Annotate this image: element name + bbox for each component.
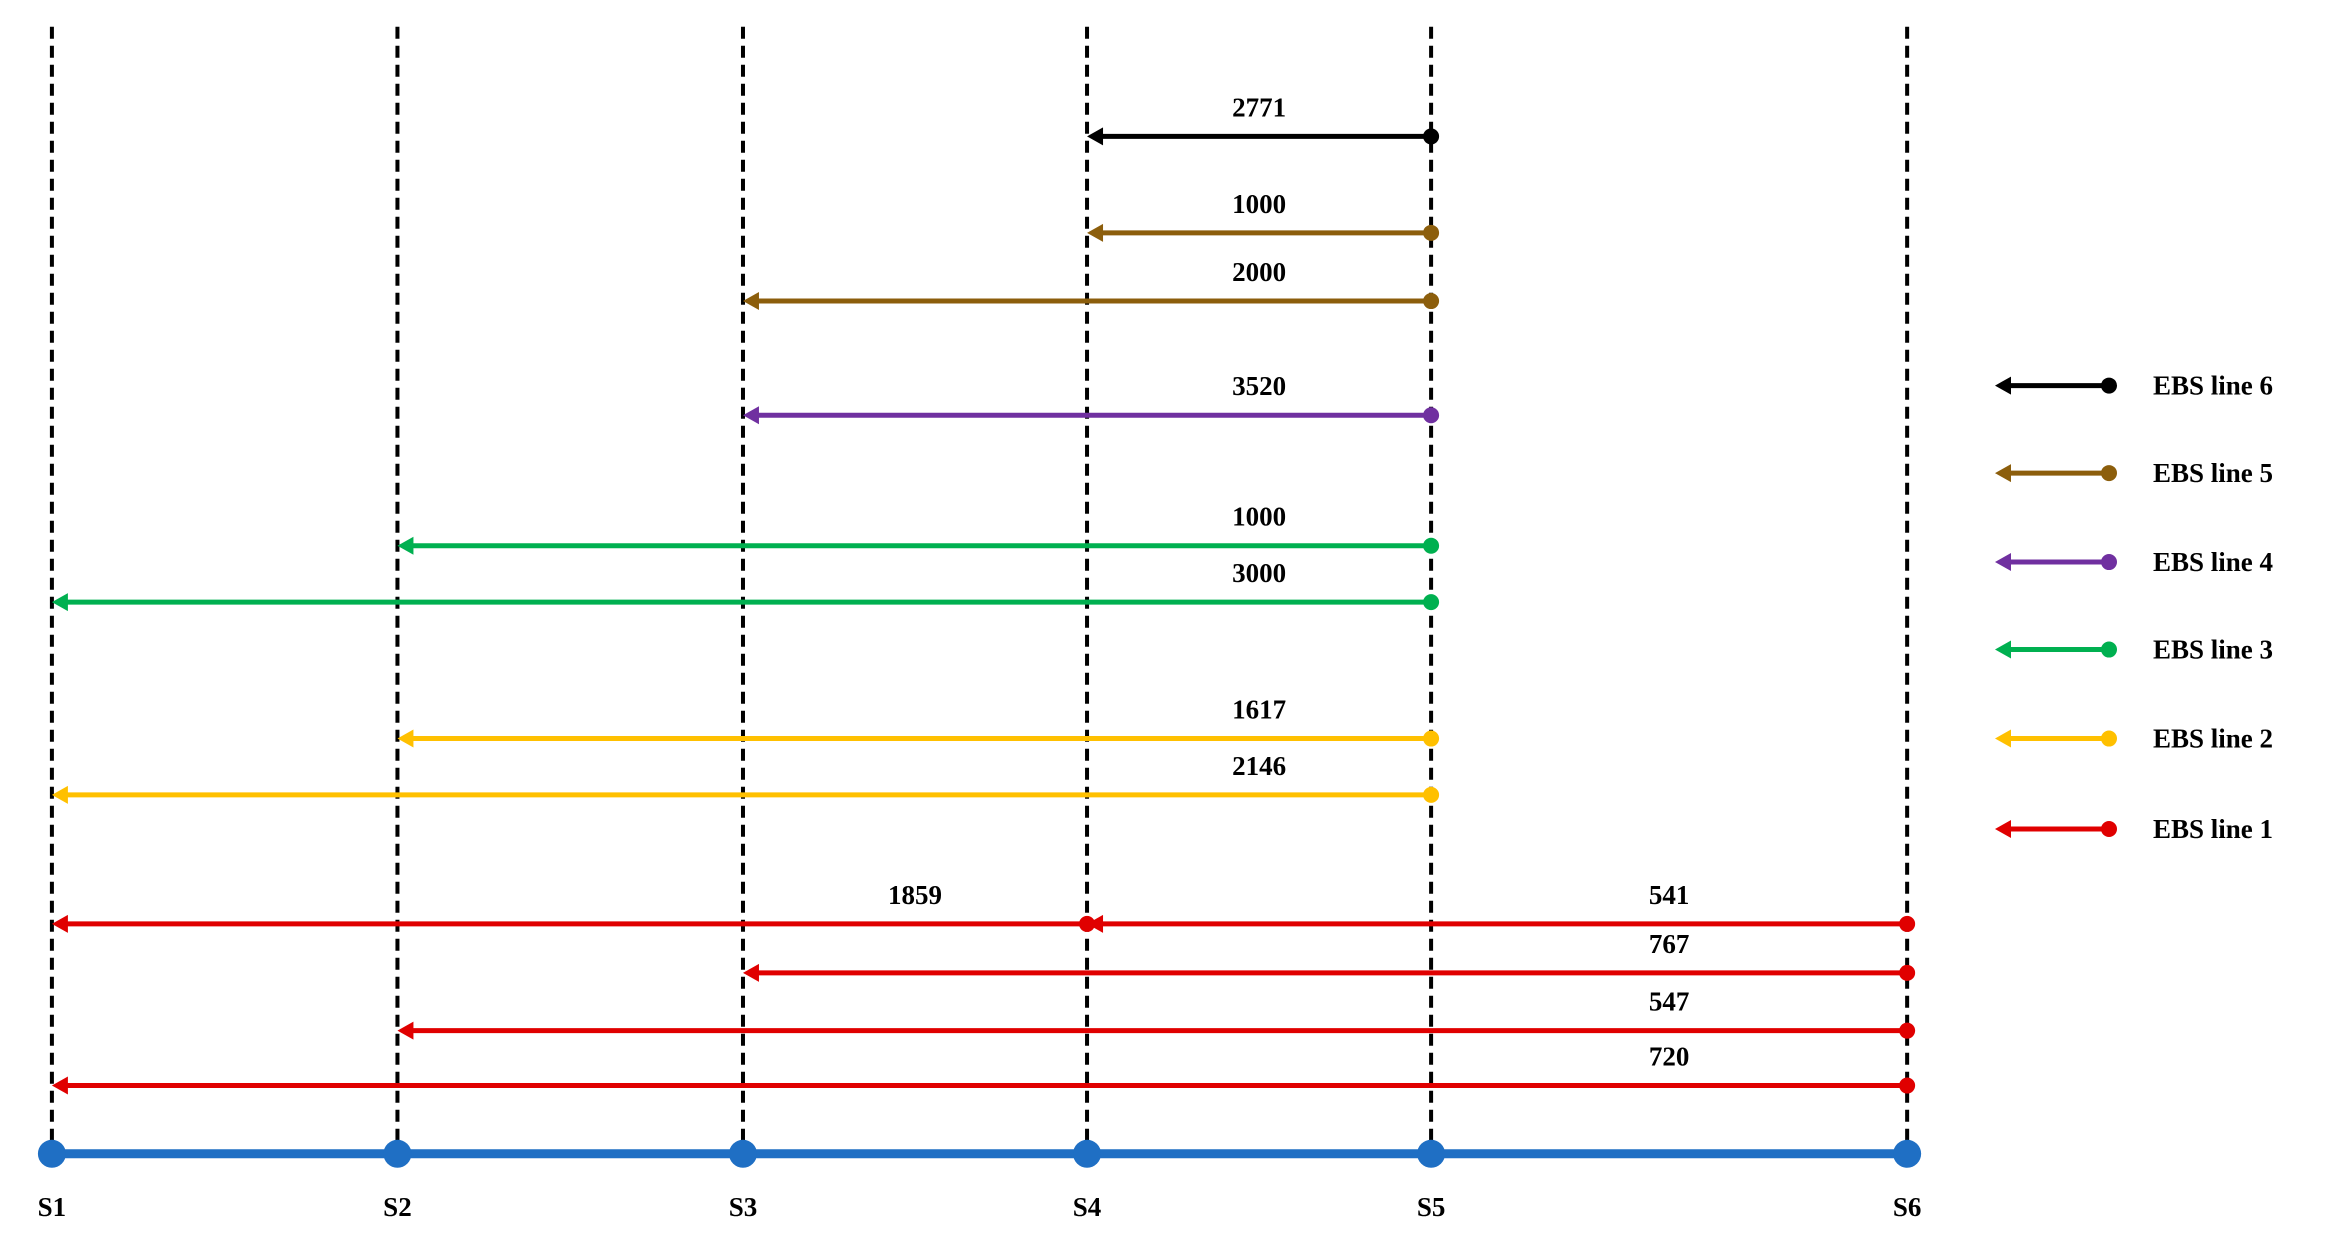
arrow-head xyxy=(742,963,759,982)
station-node xyxy=(1417,1139,1446,1168)
legend-arrow-head xyxy=(1995,553,2011,572)
legend-arrow-head xyxy=(1995,640,2011,659)
arrow-tail xyxy=(1899,1022,1916,1039)
arrow-label: 2000 xyxy=(1232,257,1286,287)
arrow-head xyxy=(1087,127,1104,146)
legend-label: EBS line 1 xyxy=(2153,814,2273,844)
arrow-label: 767 xyxy=(1649,929,1690,959)
arrow-tail xyxy=(1899,915,1916,932)
legend-label: EBS line 4 xyxy=(2153,547,2273,577)
legend-dot xyxy=(2101,730,2117,747)
arrow-label: 547 xyxy=(1649,987,1690,1017)
legend-dot xyxy=(2101,377,2117,394)
arrow-head xyxy=(397,536,414,555)
arrow-label: 1000 xyxy=(1232,502,1286,532)
arrow-head xyxy=(1087,223,1104,242)
legend-arrow-head xyxy=(1995,464,2011,483)
arrow-head xyxy=(51,914,68,933)
station-node xyxy=(728,1139,757,1168)
legend-label: EBS line 5 xyxy=(2153,458,2273,488)
arrow-head xyxy=(1087,914,1104,933)
station-label: S4 xyxy=(1073,1192,1102,1222)
arrow-tail xyxy=(1899,1077,1916,1094)
arrow-head xyxy=(51,1076,68,1095)
station-node xyxy=(37,1139,66,1168)
arrow-label: 720 xyxy=(1649,1042,1690,1072)
arrow-label: 3000 xyxy=(1232,558,1286,588)
legend-label: EBS line 2 xyxy=(2153,724,2273,754)
arrow-tail xyxy=(1423,224,1440,241)
station-label: S6 xyxy=(1893,1192,1922,1222)
station-label: S2 xyxy=(383,1192,412,1222)
arrow-label: 3520 xyxy=(1232,371,1286,401)
arrow-tail xyxy=(1423,293,1440,310)
legend-label: EBS line 6 xyxy=(2153,371,2273,401)
arrow-label: 1617 xyxy=(1232,695,1286,725)
legend-arrow-head xyxy=(1995,819,2011,838)
arrow-label: 2771 xyxy=(1232,92,1286,122)
arrow-head xyxy=(742,406,759,425)
arrow-tail xyxy=(1423,128,1440,145)
station-node xyxy=(1893,1139,1922,1168)
arrow-tail xyxy=(1423,786,1440,803)
arrow-head xyxy=(51,593,68,612)
legend-dot xyxy=(2101,465,2117,482)
station-node xyxy=(1073,1139,1102,1168)
arrow-tail xyxy=(1423,730,1440,747)
legend-dot xyxy=(2101,641,2117,658)
arrow-label: 1000 xyxy=(1232,189,1286,219)
arrow-tail xyxy=(1423,407,1440,424)
station-label: S3 xyxy=(729,1192,758,1222)
arrow-head xyxy=(51,785,68,804)
station-label: S1 xyxy=(38,1192,67,1222)
arrow-label: 2146 xyxy=(1232,751,1286,781)
legend-arrow-head xyxy=(1995,729,2011,748)
legend-arrow-head xyxy=(1995,376,2011,395)
arrow-head xyxy=(397,1021,414,1040)
arrow-tail xyxy=(1423,537,1440,554)
legend-label: EBS line 3 xyxy=(2153,635,2273,665)
arrow-label: 541 xyxy=(1649,880,1690,910)
legend-dot xyxy=(2101,554,2117,571)
legend-dot xyxy=(2101,820,2117,837)
arrow-tail xyxy=(1423,594,1440,611)
station-node xyxy=(383,1139,412,1168)
arrow-head xyxy=(397,729,414,748)
arrow-head xyxy=(742,292,759,311)
arrow-tail xyxy=(1899,964,1916,981)
station-label: S5 xyxy=(1417,1192,1446,1222)
arrow-label: 1859 xyxy=(888,880,942,910)
